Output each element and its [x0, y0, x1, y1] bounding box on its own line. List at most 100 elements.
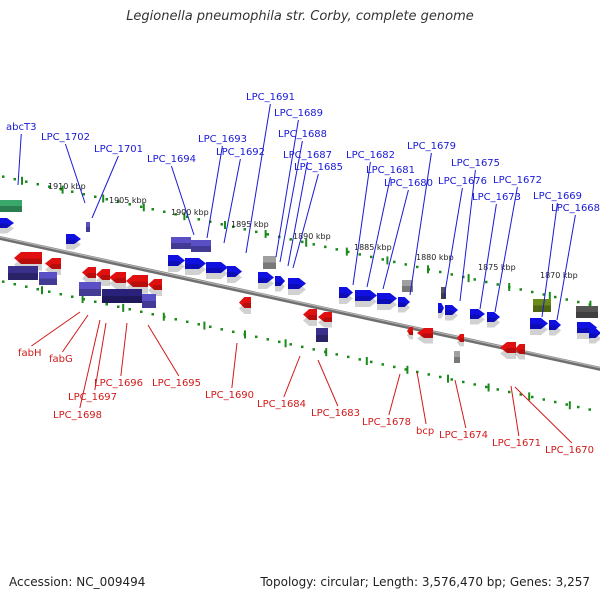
forward-gene [530, 318, 548, 336]
forward-gene [288, 278, 306, 296]
upper-scale-track-dot [197, 218, 200, 221]
forward-gene-label: LPC_1702 [41, 132, 90, 204]
label-connector [79, 319, 101, 409]
gene-label-text: LPC_1687 [283, 150, 332, 161]
label-connector [17, 133, 22, 186]
upper-scale-track-dot [36, 182, 39, 186]
upper-scale-track-dot [324, 245, 327, 249]
reverse-gene-label: LPC_1683 [311, 359, 360, 419]
reverse-gene-label: fabH [18, 311, 81, 359]
upper-scale-track-dot [381, 258, 384, 261]
reverse-gene [303, 309, 317, 327]
lower-scale-track-dot [94, 300, 97, 303]
lower-scale-track-dot [140, 310, 143, 314]
label-connector [382, 189, 409, 290]
lower-scale-track-dot [439, 375, 442, 379]
lower-scale-track-dot [531, 395, 534, 399]
forward-gene [0, 218, 14, 234]
gene-label-text: LPC_1690 [205, 390, 254, 401]
reverse-gene-label: LPC_1670 [514, 386, 594, 456]
lower-scale-track-dot [473, 383, 476, 386]
lower-scale-track-dot [82, 297, 85, 301]
forward-gene-label: LPC_1694 [147, 154, 196, 236]
forward-gene [355, 290, 377, 308]
lower-scale-track-dot [427, 373, 430, 376]
lower-scale-track-dot [577, 405, 580, 409]
label-connector [94, 322, 107, 391]
gene-label-text: fabG [49, 354, 73, 365]
upper-scale-track-dot [163, 210, 166, 214]
pseudo-gene [263, 256, 276, 269]
lower-scale-track-dot [393, 365, 396, 369]
pseudo-gene [576, 306, 598, 318]
upper-scale-track-dot [209, 220, 212, 224]
label-connector [514, 386, 573, 444]
reverse-gene-label: LPC_1696 [94, 322, 143, 389]
label-connector [287, 161, 308, 267]
lower-scale-track-dot [209, 325, 212, 329]
gene-label-text: LPC_1695 [152, 378, 201, 389]
forward-gene-label: LPC_1680 [382, 178, 433, 290]
reverse-gene-label: LPC_1671 [492, 385, 541, 449]
lower-scale-track-dot [381, 363, 384, 366]
label-connector [352, 161, 371, 286]
lower-scale-track-dot [565, 403, 568, 406]
upper-scale-track-dot [82, 192, 85, 196]
lower-scale-track-dot [450, 378, 453, 381]
rna-feature [8, 266, 38, 280]
lower-scale-track-dot [301, 345, 304, 349]
lower-scale-track-dot [266, 338, 269, 341]
label-connector [541, 202, 558, 318]
scale-label: 1895 kbp [231, 220, 269, 229]
label-connector [283, 355, 301, 398]
gene-label-text: LPC_1681 [366, 165, 415, 176]
upper-scale-track-dot [117, 200, 120, 204]
lower-scale-track-dot [232, 330, 235, 334]
forward-gene [398, 297, 410, 313]
rna-feature [316, 328, 328, 342]
label-connector [317, 359, 339, 407]
forward-gene-label: LPC_1682 [346, 150, 395, 286]
gene-label-text: LPC_1685 [294, 162, 343, 173]
upper-scale-track-dot [289, 238, 292, 241]
upper-scale-track-dot [151, 208, 154, 211]
forward-gene-label: LPC_1681 [366, 165, 415, 288]
gene-label-text: LPC_1696 [94, 378, 143, 389]
gene-label-text: bcp [416, 426, 434, 437]
lower-scale-track-dot [358, 358, 361, 361]
label-connector [279, 140, 303, 263]
upper-scale-track-dot [232, 225, 235, 229]
gene-label-text: LPC_1670 [545, 445, 594, 456]
upper-scale-track-dot [473, 278, 476, 281]
forward-gene-label: LPC_1701 [91, 144, 143, 219]
lower-scale-track-dot [2, 280, 5, 283]
upper-scale-track-dot [347, 250, 350, 254]
rna-feature [102, 289, 142, 303]
upper-scale-track-dot [450, 273, 453, 276]
lower-scale-track-dot [151, 313, 154, 316]
lower-scale-track-dot [347, 355, 350, 359]
gene-label-text: LPC_1672 [493, 175, 542, 186]
reverse-gene [82, 267, 96, 285]
gene-label-text: LPC_1675 [451, 158, 500, 169]
other-feature [533, 299, 551, 312]
lower-scale-track-dot [289, 343, 292, 346]
upper-scale-track-dot [312, 243, 315, 246]
lower-scale-track-dot [25, 285, 28, 288]
lower-scale-track-dot [416, 370, 419, 374]
gene-label-text: LPC_1702 [41, 132, 90, 143]
upper-scale-track-dot [519, 288, 522, 291]
forward-gene-label: LPC_1689 [274, 108, 323, 258]
forward-gene-label: LPC_1685 [292, 162, 343, 269]
upper-scale-track-dot [542, 293, 545, 296]
label-connector [443, 187, 463, 299]
reverse-gene-label: LPC_1697 [68, 322, 117, 403]
pseudo-gene [402, 280, 413, 292]
gene-label-text: LPC_1694 [147, 154, 196, 165]
lower-scale-track-dot [255, 335, 258, 339]
gene-label-text: LPC_1678 [362, 417, 411, 428]
label-connector [170, 165, 195, 236]
upper-scale-track-dot [186, 215, 189, 219]
forward-gene-label: LPC_1692 [216, 147, 265, 244]
upper-scale-track-dot [59, 187, 62, 191]
